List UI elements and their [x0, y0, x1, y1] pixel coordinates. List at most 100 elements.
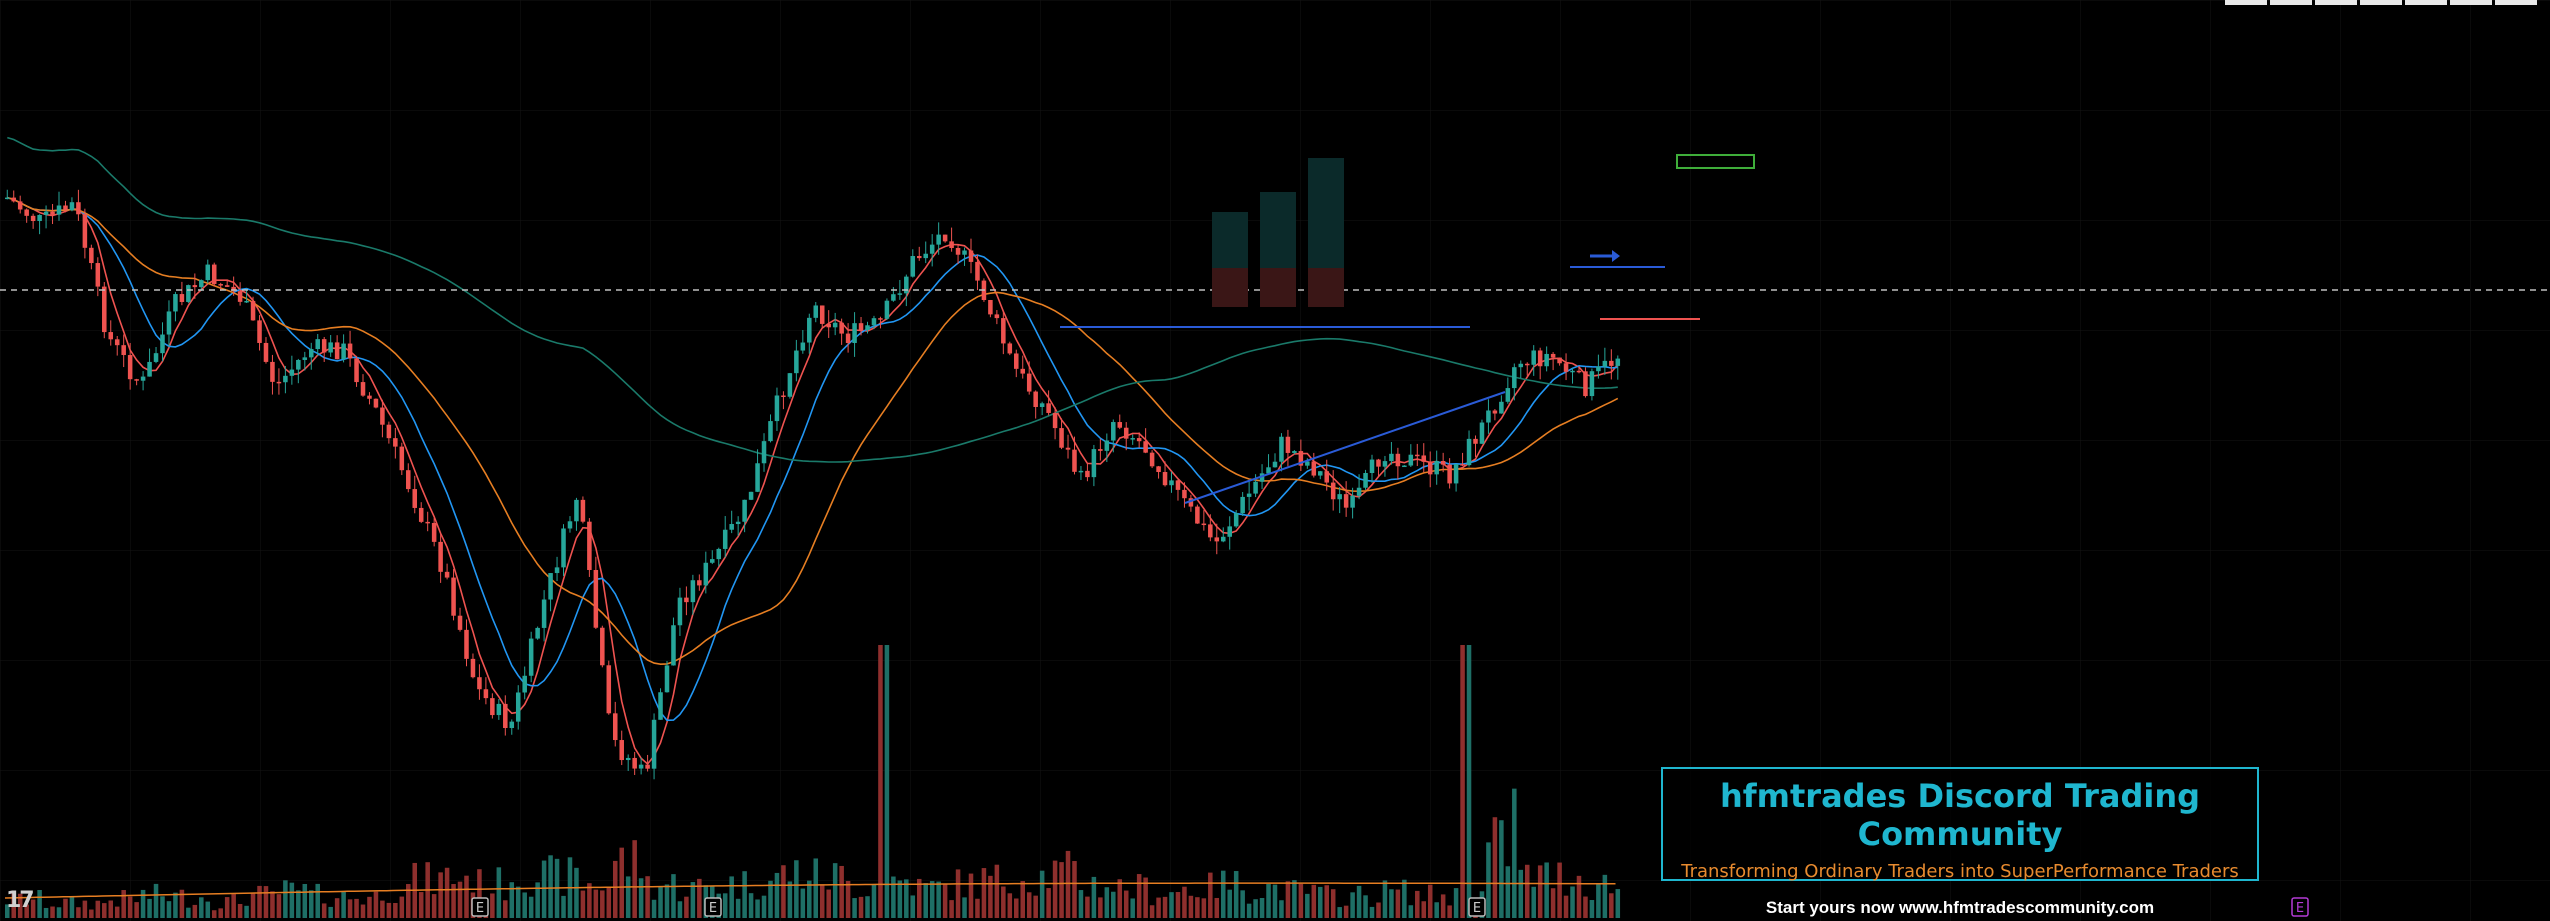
candle [160, 322, 165, 362]
candle [406, 463, 411, 493]
candle [69, 197, 75, 212]
support-trendline[interactable] [1184, 391, 1506, 504]
candle [942, 234, 948, 243]
candle [289, 355, 295, 385]
candle [186, 284, 191, 304]
candle [1453, 463, 1459, 492]
candle [535, 626, 540, 640]
volume-bar [1143, 877, 1148, 918]
candle [1240, 492, 1245, 516]
volume-bar [1602, 874, 1608, 918]
candle [321, 336, 327, 362]
volume-bar [735, 898, 741, 918]
candle [910, 249, 916, 278]
earnings-marker[interactable]: E [704, 897, 722, 917]
candle [697, 574, 702, 591]
volume-bar [677, 901, 683, 918]
volume-bar [63, 898, 68, 918]
volume-bar [1020, 881, 1026, 918]
volume-bar [929, 881, 935, 918]
volume-bar [205, 901, 211, 918]
volume-bar [1389, 889, 1394, 918]
volume-bar [845, 880, 851, 918]
promo-link[interactable]: Start yours now www.hfmtradescommunity.c… [1765, 898, 2155, 917]
volume-bar [755, 899, 760, 918]
volume-bar [1518, 869, 1524, 918]
candle [1246, 480, 1252, 511]
candle [1208, 514, 1213, 542]
candle [949, 227, 954, 252]
candle [257, 315, 262, 351]
candle [619, 730, 624, 766]
volume-bar [56, 907, 62, 918]
candle [173, 291, 178, 322]
candle [1596, 354, 1601, 379]
volume-bar [1014, 898, 1019, 918]
candle [1001, 310, 1006, 355]
volume-bar [1188, 895, 1194, 918]
volume-bar [257, 885, 262, 918]
volume-bar [451, 884, 456, 918]
candle [1085, 462, 1090, 482]
candle [205, 259, 211, 284]
candle [347, 330, 353, 367]
volume-bar [283, 880, 288, 918]
candle [334, 335, 340, 360]
volume-bar [1382, 880, 1388, 918]
volume-bar [891, 876, 896, 918]
candle [729, 510, 734, 534]
candle [1447, 458, 1452, 489]
candle [114, 335, 120, 356]
candle [315, 333, 320, 356]
volume-bar [334, 898, 340, 918]
candle [593, 556, 599, 629]
candle [515, 685, 521, 730]
volume-bar [904, 879, 909, 918]
volume-bar [819, 884, 825, 918]
volume-bar [1220, 870, 1226, 918]
candle [444, 563, 450, 580]
target-box[interactable] [1676, 154, 1755, 169]
candle [102, 282, 107, 339]
ma-mid-line [7, 196, 1618, 722]
candle [761, 433, 767, 472]
candle [1350, 487, 1355, 519]
volume-bar [244, 905, 249, 918]
volume-bar [108, 900, 114, 918]
volume-bar [580, 890, 586, 918]
candle [755, 449, 760, 493]
candle [451, 569, 456, 621]
candle [1188, 494, 1194, 512]
candle [5, 189, 10, 200]
candle [587, 518, 592, 577]
earnings-marker[interactable]: E [2291, 897, 2309, 917]
volume-bar [1350, 892, 1355, 918]
candle [1563, 353, 1569, 381]
candle [393, 427, 398, 459]
candle [839, 318, 844, 345]
earnings-marker[interactable]: E [471, 897, 489, 917]
volume-bar [1505, 866, 1511, 918]
volume-bar [102, 903, 107, 918]
candle [1499, 395, 1504, 414]
candle [211, 262, 217, 287]
candle [645, 754, 650, 772]
volume-bar [1512, 788, 1517, 918]
candle [1292, 450, 1297, 455]
candle [1007, 341, 1013, 356]
volume-bar [1091, 876, 1097, 918]
candle [1220, 527, 1226, 543]
volume-bar [1233, 871, 1239, 918]
candle [768, 414, 773, 443]
volume-bar [1246, 903, 1252, 918]
candle [735, 516, 741, 536]
volume-bar [1576, 875, 1582, 918]
candle [1330, 470, 1336, 511]
candle [1356, 474, 1362, 500]
volume-bar [1111, 891, 1116, 918]
volume-bar [1544, 862, 1549, 918]
earnings-marker[interactable]: E [1468, 897, 1486, 917]
volume-bar [1421, 901, 1427, 918]
